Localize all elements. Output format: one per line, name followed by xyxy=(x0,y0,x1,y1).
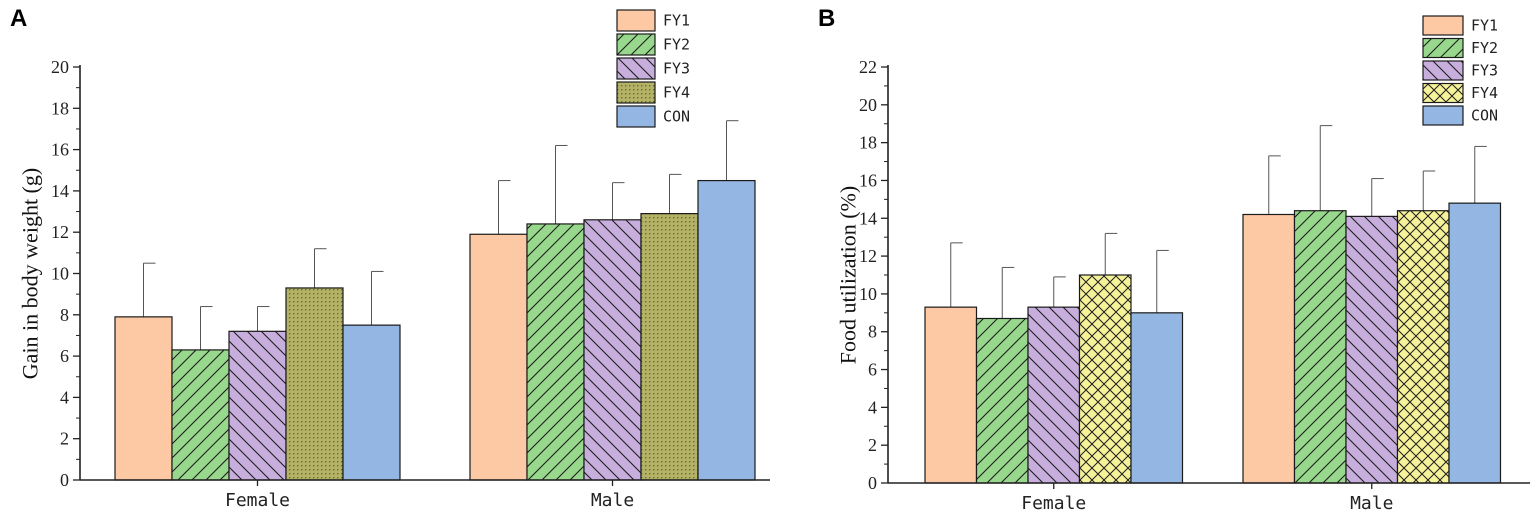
panel-a-bar-con-male xyxy=(697,179,756,481)
panel-a-bar-fy1-female xyxy=(114,316,173,481)
panel-a-y-tick-label-0: 0 xyxy=(60,470,69,490)
panel-b-bar-fy1-male xyxy=(1242,213,1296,484)
panel-b-bar-fy3-male xyxy=(1345,215,1399,484)
panel-a-legend-swatch-fy2 xyxy=(616,33,656,56)
panel-a-y-tick-label-4: 4 xyxy=(60,387,69,407)
panel-b-y-tick-label-4: 4 xyxy=(868,397,877,417)
panel-b-y-tick-label-16: 16 xyxy=(859,170,877,190)
panel-b-y-tick-label-6: 6 xyxy=(868,360,877,380)
panel-a-y-tick-label-18: 18 xyxy=(51,98,69,118)
panel-b-legend-swatch-fy1 xyxy=(1422,15,1464,36)
panel-b-legend-swatch-fy3 xyxy=(1422,60,1464,81)
panel-b-y-tick-label-2: 2 xyxy=(868,435,877,455)
panel-a-bar-fy4-female xyxy=(285,287,344,481)
panel-a-bar-fy3-female xyxy=(228,330,287,481)
panel-a-x-tick-label-female: Female xyxy=(225,490,290,511)
panel-a-y-tick-label-20: 20 xyxy=(51,57,69,77)
panel-a-legend-swatch-con xyxy=(616,105,656,128)
panel-b-bar-fy2-male xyxy=(1293,210,1347,484)
panel-b-y-tick-label-8: 8 xyxy=(868,322,877,342)
panel-b-legend-swatch-fy4 xyxy=(1422,82,1464,104)
panel-b-bar-fy1-female xyxy=(924,306,978,484)
panel-a-legend-label-fy3: FY3 xyxy=(663,60,690,78)
panel-a-bar-fy3-male xyxy=(583,219,642,481)
panel-b-bar-fy4-female xyxy=(1078,274,1132,484)
panel-b-legend-label-fy2: FY2 xyxy=(1471,39,1498,57)
panel-a-letter: A xyxy=(10,5,27,32)
panel-b-chart: B Food utilization (%) 0 2 4 6 8 10 12 14 16 18 20 22… xyxy=(818,5,1530,514)
panel-a-y-tick-label-6: 6 xyxy=(60,346,69,366)
panel-b-letter: B xyxy=(818,5,835,32)
panel-b-bar-con-female xyxy=(1130,312,1184,484)
panel-a-bar-con-female xyxy=(342,324,401,481)
panel-b-legend-label-fy1: FY1 xyxy=(1471,17,1498,35)
panel-b-bar-fy3-female xyxy=(1027,306,1081,484)
panel-b-bar-con-male xyxy=(1448,202,1502,484)
panel-b-legend-label-fy4: FY4 xyxy=(1471,84,1498,102)
panel-b-legend-label-fy3: FY3 xyxy=(1471,62,1498,80)
panel-a-y-tick-label-16: 16 xyxy=(51,140,69,160)
panel-a-y-tick-label-2: 2 xyxy=(60,429,69,449)
panel-a-legend-label-fy4: FY4 xyxy=(663,84,690,102)
panel-a-legend-swatch-fy4 xyxy=(616,81,656,104)
panel-b-y-tick-label-0: 0 xyxy=(868,473,877,493)
panel-a-bar-fy4-male xyxy=(640,213,699,481)
panel-b-bar-fy4-male xyxy=(1396,210,1450,484)
panel-a-y-tick-label-12: 12 xyxy=(51,222,69,242)
panel-a-legend-label-fy1: FY1 xyxy=(663,12,690,30)
panel-b-y-tick-label-22: 22 xyxy=(859,57,877,77)
panel-b-legend-swatch-con xyxy=(1422,105,1464,126)
panel-a-y-tick-label-10: 10 xyxy=(51,264,69,284)
panel-b-y-tick-label-20: 20 xyxy=(859,95,877,115)
panel-a-legend-label-fy2: FY2 xyxy=(663,36,690,54)
panel-b-legend-label-con: CON xyxy=(1471,107,1498,125)
panel-a-bar-fy2-male xyxy=(526,223,585,481)
panel-a-y-tick-label-8: 8 xyxy=(60,305,69,325)
panel-b-x-tick-label-female: Female xyxy=(1021,493,1086,514)
panel-b-y-tick-label-14: 14 xyxy=(859,208,877,228)
panel-b-legend-swatch-fy2 xyxy=(1422,37,1464,59)
panel-a-bar-fy2-female xyxy=(171,349,230,481)
panel-a-y-tick-label-14: 14 xyxy=(51,181,69,201)
panel-a-legend-swatch-fy1 xyxy=(616,9,656,32)
panel-a-chart: A Gain in body weight (g) 0 2 4 6 8 10 12 14 16 18 2… xyxy=(10,5,770,511)
panel-a-legend-swatch-fy3 xyxy=(616,57,656,80)
panel-a-x-tick-label-male: Male xyxy=(591,490,634,511)
panel-b-bar-fy2-female xyxy=(975,317,1029,484)
panel-a-y-axis-title: Gain in body weight (g) xyxy=(18,168,43,379)
panel-b-y-tick-label-10: 10 xyxy=(859,284,877,304)
panel-b-y-axis-title: Food utilization (%) xyxy=(836,186,861,364)
panel-b-y-tick-label-12: 12 xyxy=(859,246,877,266)
panel-b-y-tick-label-18: 18 xyxy=(859,133,877,153)
panel-b-x-tick-label-male: Male xyxy=(1350,493,1393,514)
panel-a-legend-label-con: CON xyxy=(663,108,690,126)
panel-a-bar-fy1-male xyxy=(469,233,528,481)
